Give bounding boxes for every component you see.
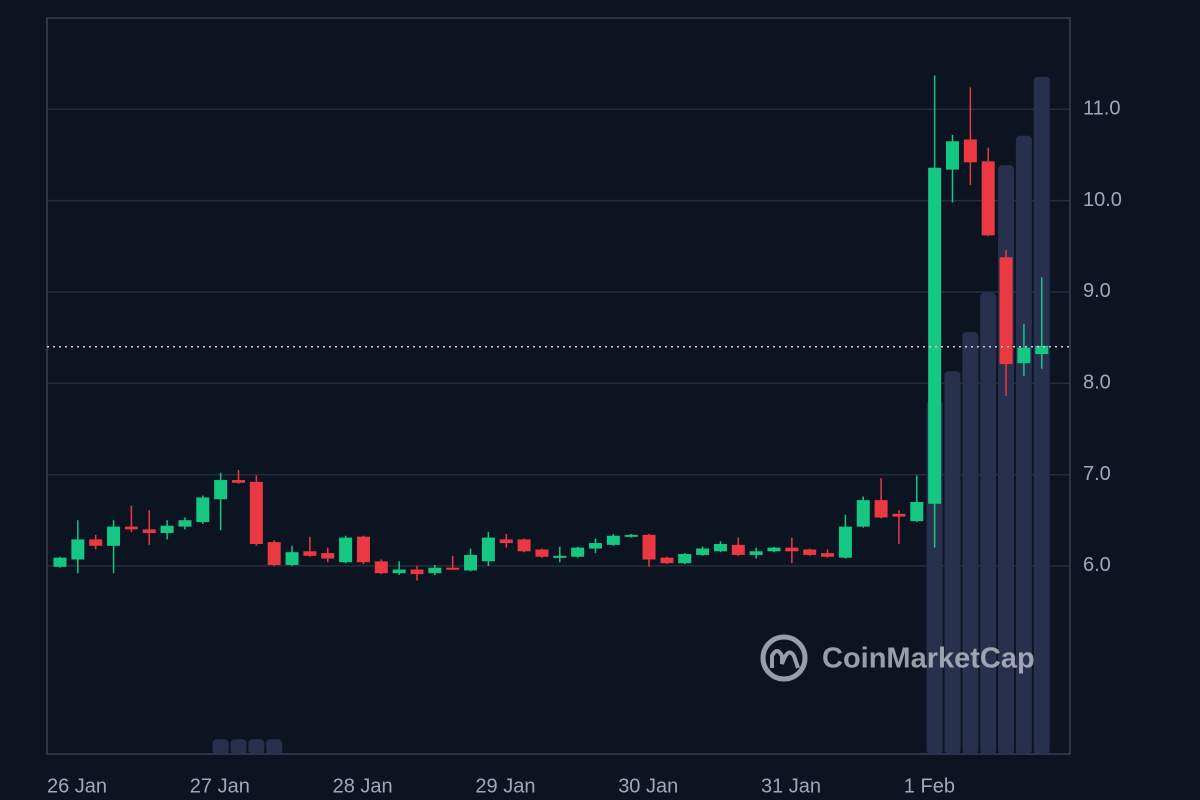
candle-body xyxy=(660,557,674,564)
candle-body xyxy=(267,542,281,565)
candle-body xyxy=(838,526,852,558)
watermark: CoinMarketCap xyxy=(822,643,1035,675)
candle-body xyxy=(767,547,781,552)
candle-body xyxy=(249,481,263,544)
candle-body xyxy=(1017,347,1031,364)
volume-bar xyxy=(1033,76,1050,754)
candle-body xyxy=(374,561,388,574)
candle-body xyxy=(446,567,460,570)
volume-bar xyxy=(266,739,283,754)
candle-body xyxy=(696,548,710,555)
candle-body xyxy=(303,551,317,556)
candle-body xyxy=(196,497,210,523)
volume-bar xyxy=(248,739,265,754)
candle-body xyxy=(1035,345,1049,355)
watermark-logo xyxy=(760,634,808,682)
candle-body xyxy=(107,526,121,546)
candle-body xyxy=(410,569,424,575)
y-tick-label: 11.0 xyxy=(1083,98,1120,120)
candle-body xyxy=(874,500,888,518)
candle-body xyxy=(71,539,85,560)
volume-bar xyxy=(962,332,979,754)
x-tick-label: 31 Jan xyxy=(761,775,821,797)
candle-body xyxy=(464,554,478,571)
y-tick-label: 8.0 xyxy=(1083,372,1111,394)
candle-body xyxy=(606,535,620,545)
volume-bar xyxy=(212,739,229,754)
candle-body xyxy=(999,257,1013,365)
candle-body xyxy=(553,555,567,558)
volume-bar xyxy=(944,371,961,754)
x-tick-label: 26 Jan xyxy=(47,775,107,797)
candle-body xyxy=(285,552,299,565)
candle-body xyxy=(963,139,977,163)
candle-body xyxy=(713,543,727,552)
candle-body xyxy=(624,534,638,537)
candle-body xyxy=(232,480,245,483)
volume-bar xyxy=(230,739,247,754)
candle-body xyxy=(928,167,942,504)
candle-body xyxy=(946,141,959,170)
candle-body xyxy=(124,526,138,530)
candle-body xyxy=(749,551,763,555)
candle-body xyxy=(589,543,602,549)
y-tick-label: 6.0 xyxy=(1083,554,1111,576)
candle-body xyxy=(535,549,549,557)
x-tick-label: 29 Jan xyxy=(475,775,535,797)
candle-body xyxy=(428,567,442,574)
x-tick-label: 1 Feb xyxy=(904,775,955,797)
candle-body xyxy=(142,529,156,534)
y-tick-label: 10.0 xyxy=(1083,189,1122,211)
candle-body xyxy=(856,500,870,527)
candle-body xyxy=(731,544,745,555)
candle-body xyxy=(910,501,924,522)
candle-body xyxy=(89,539,103,546)
candle-body xyxy=(803,549,817,555)
candle-body xyxy=(160,525,174,534)
candle-body xyxy=(53,557,67,567)
candle-body xyxy=(178,520,192,527)
candle-body xyxy=(892,513,906,517)
plot-frame xyxy=(46,17,1071,755)
candle-body xyxy=(356,536,370,563)
volume-bar xyxy=(980,292,997,754)
candle-body xyxy=(321,553,335,559)
candle-body xyxy=(339,537,353,563)
candle-body xyxy=(481,537,495,562)
candle-body xyxy=(571,547,585,557)
volume-bar xyxy=(1015,135,1032,754)
candle-body xyxy=(821,553,835,557)
candle-body xyxy=(214,480,228,500)
candle-body xyxy=(517,539,531,552)
x-tick-label: 30 Jan xyxy=(618,775,678,797)
candle-body xyxy=(499,539,513,544)
candle-body xyxy=(785,547,799,552)
candle-body xyxy=(678,554,692,564)
x-tick-label: 28 Jan xyxy=(333,775,393,797)
candle-body xyxy=(392,569,406,574)
candle-body xyxy=(981,161,995,236)
y-tick-label: 9.0 xyxy=(1083,280,1111,302)
y-tick-label: 7.0 xyxy=(1083,463,1111,485)
candle-body xyxy=(642,534,656,560)
x-tick-label: 27 Jan xyxy=(190,775,250,797)
